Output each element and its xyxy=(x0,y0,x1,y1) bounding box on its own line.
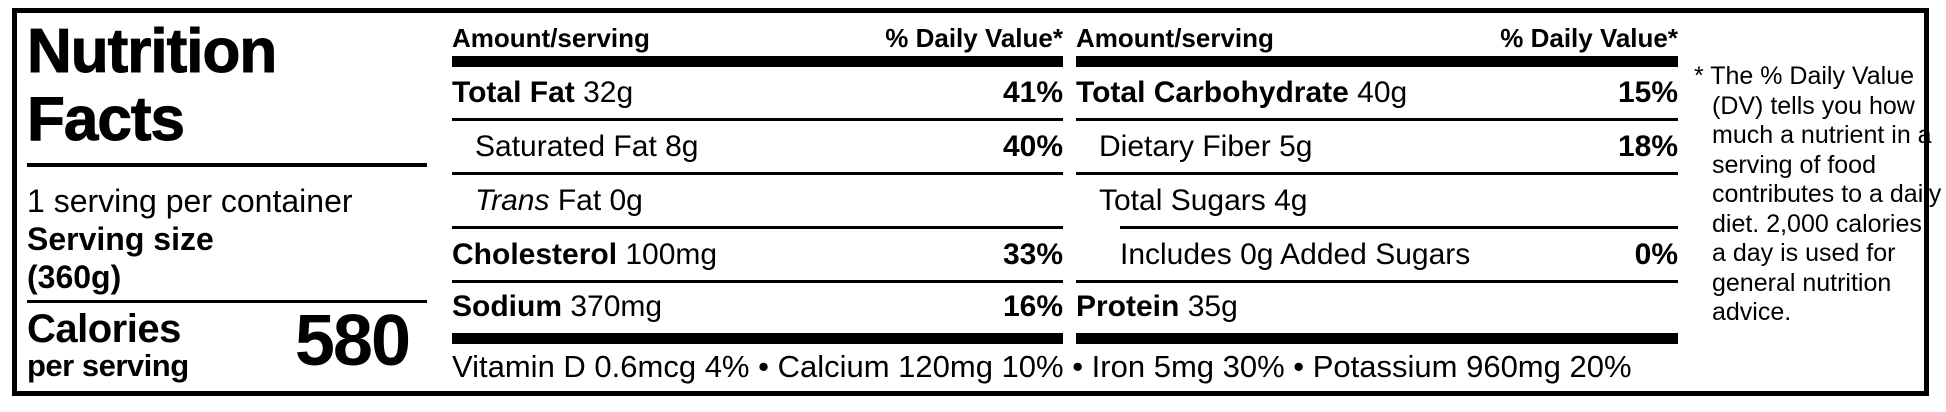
nutrient-name: Saturated Fat xyxy=(475,129,657,163)
nutrient-daily-value: 40% xyxy=(1002,129,1063,163)
nutrient-name: Cholesterol xyxy=(452,237,618,271)
footer-bar xyxy=(1076,333,1678,344)
nutrient-name: Total Carbohydrate xyxy=(1076,75,1349,109)
nutrient-amount: 35g xyxy=(1187,290,1238,323)
row-divider xyxy=(1076,118,1678,121)
nutrient-name: Protein xyxy=(1076,290,1180,323)
nutrient-amount: Fat 0g xyxy=(557,183,643,217)
nutrient-name: Total Sugars xyxy=(1099,183,1266,217)
nutrient-row-sodium: Sodium 370mg 16% xyxy=(452,283,1063,331)
calories-block: Calories per serving 580 xyxy=(27,301,411,381)
calories-label: Calories xyxy=(27,307,181,351)
row-divider xyxy=(1076,280,1678,283)
serving-size-value: (360g) xyxy=(27,259,122,295)
nutrient-amount: 32g xyxy=(583,75,634,109)
nutrient-amount: 8g xyxy=(665,129,699,163)
nutrient-row-total-carbohydrate: Total Carbohydrate 40g 15% xyxy=(1076,67,1678,118)
nutrient-row-added-sugars: Includes 0g Added Sugars 0% xyxy=(1076,229,1678,280)
title-divider xyxy=(27,163,427,167)
daily-value-header: % Daily Value* xyxy=(885,23,1063,53)
nutrient-name: Trans xyxy=(475,183,550,217)
nutrient-amount: 5g xyxy=(1279,129,1313,163)
nutrient-row-total-sugars: Total Sugars 4g xyxy=(1076,175,1678,226)
nutrient-column-2: Amount/serving % Daily Value* Total Carb… xyxy=(1076,23,1678,344)
nutrient-column-1: Amount/serving % Daily Value* Total Fat … xyxy=(452,23,1063,344)
nutrient-row-protein: Protein 35g xyxy=(1076,283,1678,331)
nutrient-row-dietary-fiber: Dietary Fiber 5g 18% xyxy=(1076,121,1678,172)
nutrient-amount: 100mg xyxy=(625,237,718,271)
serving-divider xyxy=(27,300,427,303)
column-2-header: Amount/serving % Daily Value* xyxy=(1076,23,1678,54)
daily-value-header: % Daily Value* xyxy=(1500,23,1678,53)
micronutrients-line: Vitamin D 0.6mcg 4% • Calcium 120mg 10% … xyxy=(452,349,1632,384)
nutrient-amount: 4g xyxy=(1274,183,1308,217)
calories-labels: Calories per serving xyxy=(27,308,189,381)
row-divider xyxy=(452,172,1063,175)
nutrient-name: Total Fat xyxy=(452,75,575,109)
nutrient-row-trans-fat: Trans Fat 0g xyxy=(452,175,1063,226)
amount-per-serving-header: Amount/serving xyxy=(1076,23,1274,53)
nutrient-name: Dietary Fiber xyxy=(1099,129,1271,163)
daily-value-footnote: * The % Daily Value (DV) tells you how m… xyxy=(1694,62,1942,326)
label-border xyxy=(12,8,1929,396)
row-divider xyxy=(452,226,1063,229)
nutrient-row-saturated-fat: Saturated Fat 8g 40% xyxy=(452,121,1063,172)
servings-per-container: 1 serving per container xyxy=(27,183,353,219)
header-bar xyxy=(452,56,1063,67)
calories-sublabel: per serving xyxy=(27,348,189,383)
nutrient-name: Includes 0g Added Sugars xyxy=(1120,237,1471,271)
row-divider xyxy=(1076,172,1678,175)
nutrient-daily-value: 16% xyxy=(1002,290,1063,323)
nutrient-amount: 40g xyxy=(1357,75,1408,109)
nutrient-amount: 370mg xyxy=(570,290,663,323)
nutrient-name: Sodium xyxy=(452,290,562,323)
nutrient-daily-value: 15% xyxy=(1617,75,1678,109)
amount-per-serving-header: Amount/serving xyxy=(452,23,650,53)
column-1-header: Amount/serving % Daily Value* xyxy=(452,23,1063,54)
nutrient-daily-value: 33% xyxy=(1002,237,1063,271)
header-bar xyxy=(1076,56,1678,67)
calories-value: 580 xyxy=(294,301,411,381)
nutrient-row-cholesterol: Cholesterol 100mg 33% xyxy=(452,229,1063,280)
nutrition-facts-title: Nutrition Facts xyxy=(27,17,278,154)
nutrient-daily-value: 0% xyxy=(1634,237,1678,271)
nutrient-daily-value: 18% xyxy=(1617,129,1678,163)
row-divider-indented xyxy=(1120,226,1678,229)
nutrient-row-total-fat: Total Fat 32g 41% xyxy=(452,67,1063,118)
row-divider xyxy=(452,118,1063,121)
row-divider xyxy=(452,280,1063,283)
footer-bar xyxy=(452,333,1063,344)
serving-size-label: Serving size xyxy=(27,221,214,257)
nutrient-daily-value: 41% xyxy=(1002,75,1063,109)
